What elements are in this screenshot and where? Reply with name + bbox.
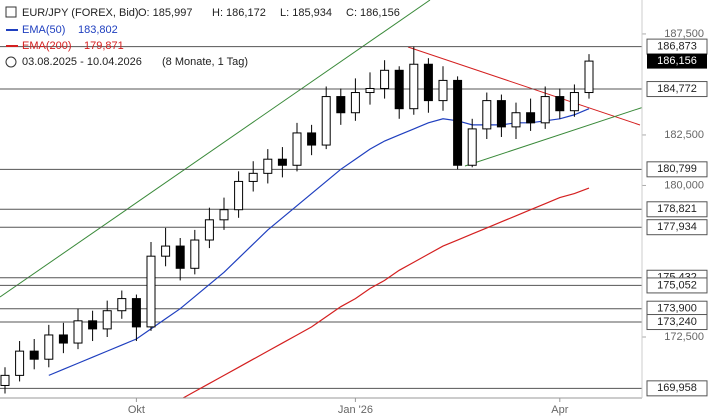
trend-line xyxy=(0,0,431,298)
candle-body xyxy=(219,209,229,221)
x-tick-label: Okt xyxy=(128,404,145,416)
candle-body xyxy=(584,60,594,94)
level-label: 169,958 xyxy=(657,382,697,394)
candle-body xyxy=(88,320,98,330)
candle-body xyxy=(511,112,521,128)
candle-body xyxy=(438,79,448,102)
candle-body xyxy=(0,374,10,386)
level-box xyxy=(646,201,708,218)
level-label: 173,900 xyxy=(657,303,697,315)
legend-swatch xyxy=(6,29,18,31)
candle-body xyxy=(350,92,360,114)
candle-body xyxy=(58,334,68,344)
candle-body xyxy=(277,158,287,166)
candle-body xyxy=(526,112,536,124)
date-range: 03.08.2025 - 10.04.2026 xyxy=(22,56,142,68)
legend-name: EMA(50) xyxy=(22,24,65,36)
candle-body xyxy=(423,63,433,102)
candle-body xyxy=(204,219,214,241)
candle-body xyxy=(248,172,258,182)
candle-body xyxy=(380,69,390,89)
candle-body xyxy=(102,310,112,330)
ohlc-value: C: 186,156 xyxy=(346,7,400,19)
clock-icon xyxy=(5,56,17,68)
candle-body xyxy=(44,334,54,360)
candle-body xyxy=(540,96,550,124)
legend-value: 179,871 xyxy=(84,40,124,52)
candle-body xyxy=(365,87,375,94)
candle-body xyxy=(29,350,39,360)
candle-body xyxy=(467,128,477,166)
y-tick-label: 182,500 xyxy=(664,129,704,141)
candle-body xyxy=(336,96,346,114)
candle-body xyxy=(394,69,404,110)
candle-body xyxy=(409,63,419,110)
candle-body xyxy=(146,255,156,328)
y-tick-label: 187,500 xyxy=(664,28,704,40)
x-tick-label: Apr xyxy=(551,404,568,416)
price-label: 186,156 xyxy=(657,55,697,67)
ohlc-value: L: 185,934 xyxy=(280,7,332,19)
candle-body xyxy=(117,298,127,312)
x-tick-label: Jan '26 xyxy=(338,404,373,416)
price-box xyxy=(647,53,707,69)
symbol-icon xyxy=(5,6,17,18)
level-label: 180,799 xyxy=(657,163,697,175)
y-tick-label: 180,000 xyxy=(664,179,704,191)
candle-body xyxy=(263,158,273,174)
candle-body xyxy=(321,96,331,146)
ohlc-value: H: 186,172 xyxy=(212,7,266,19)
candle-body xyxy=(496,100,506,128)
legend-value: 183,802 xyxy=(78,24,118,36)
header: EUR/JPY (FOREX, Bid) EMA(50) 183,802 EMA… xyxy=(5,6,400,68)
candle-body xyxy=(292,132,302,166)
candle-body xyxy=(234,180,244,211)
ema-line xyxy=(181,187,590,398)
y-tick-label: 172,500 xyxy=(664,331,704,343)
candle-layer xyxy=(0,46,594,394)
level-box xyxy=(646,277,708,294)
candle-body xyxy=(482,100,492,130)
ema-line xyxy=(48,108,590,376)
ohlc-value: O: 185,997 xyxy=(138,7,192,19)
level-label: 175,052 xyxy=(657,279,697,291)
candle-body xyxy=(131,298,141,328)
level-box xyxy=(646,314,708,331)
level-box xyxy=(646,161,708,178)
trend-line xyxy=(464,107,642,167)
grid-layer xyxy=(642,33,646,338)
ema-layer xyxy=(48,108,590,398)
level-box xyxy=(646,219,708,236)
legend-name: EMA(200) xyxy=(22,40,72,52)
legend-swatch xyxy=(6,45,18,47)
candle-body xyxy=(190,239,200,269)
candle-body xyxy=(453,79,463,166)
candle-body xyxy=(175,245,185,269)
label-layer: 187,500 182,500 180,000 172,500 Okt Jan '26 Ap… xyxy=(128,28,708,416)
candle-body xyxy=(307,132,317,146)
candle-body xyxy=(555,96,565,112)
candle-body xyxy=(569,92,579,112)
span: (8 Monate, 1 Tag) xyxy=(162,56,248,68)
trend-line xyxy=(407,46,641,126)
level-label: 177,934 xyxy=(657,221,697,233)
candle-body xyxy=(15,350,25,376)
level-box xyxy=(646,380,708,397)
candle-body xyxy=(73,320,83,344)
symbol: EUR/JPY (FOREX, Bid) xyxy=(22,7,139,19)
level-label: 186,873 xyxy=(657,41,697,53)
candle-body xyxy=(161,245,171,257)
level-box xyxy=(646,81,708,98)
level-label: 184,772 xyxy=(657,83,697,95)
level-label: 173,240 xyxy=(657,316,697,328)
level-label: 178,821 xyxy=(657,203,697,215)
plot-area xyxy=(0,0,642,398)
